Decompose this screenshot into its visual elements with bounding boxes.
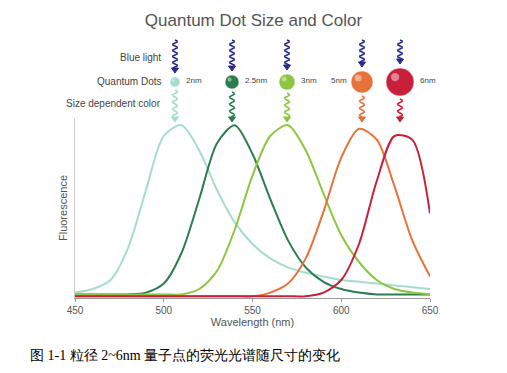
svg-text:3nm: 3nm [301, 76, 317, 85]
svg-text:Fluorescence: Fluorescence [57, 175, 69, 241]
svg-text:450: 450 [67, 305, 84, 316]
svg-text:2.5nm: 2.5nm [245, 76, 268, 85]
svg-text:Quantum Dot Size and Color: Quantum Dot Size and Color [145, 11, 363, 30]
svg-text:Size dependent color: Size dependent color [66, 98, 161, 109]
svg-text:500: 500 [155, 305, 172, 316]
svg-text:Blue light: Blue light [120, 52, 161, 63]
svg-text:6nm: 6nm [420, 76, 436, 85]
svg-text:550: 550 [244, 305, 261, 316]
svg-text:图 1-1 粒径 2~6nm 量子点的荧光光谱随尺寸的变化: 图 1-1 粒径 2~6nm 量子点的荧光光谱随尺寸的变化 [30, 348, 340, 363]
svg-text:2nm: 2nm [186, 76, 202, 85]
svg-text:Wavelength (nm): Wavelength (nm) [211, 316, 294, 328]
svg-text:Quantum Dots: Quantum Dots [97, 76, 161, 87]
svg-text:650: 650 [422, 305, 439, 316]
svg-text:5nm: 5nm [331, 76, 347, 85]
svg-text:600: 600 [333, 305, 350, 316]
